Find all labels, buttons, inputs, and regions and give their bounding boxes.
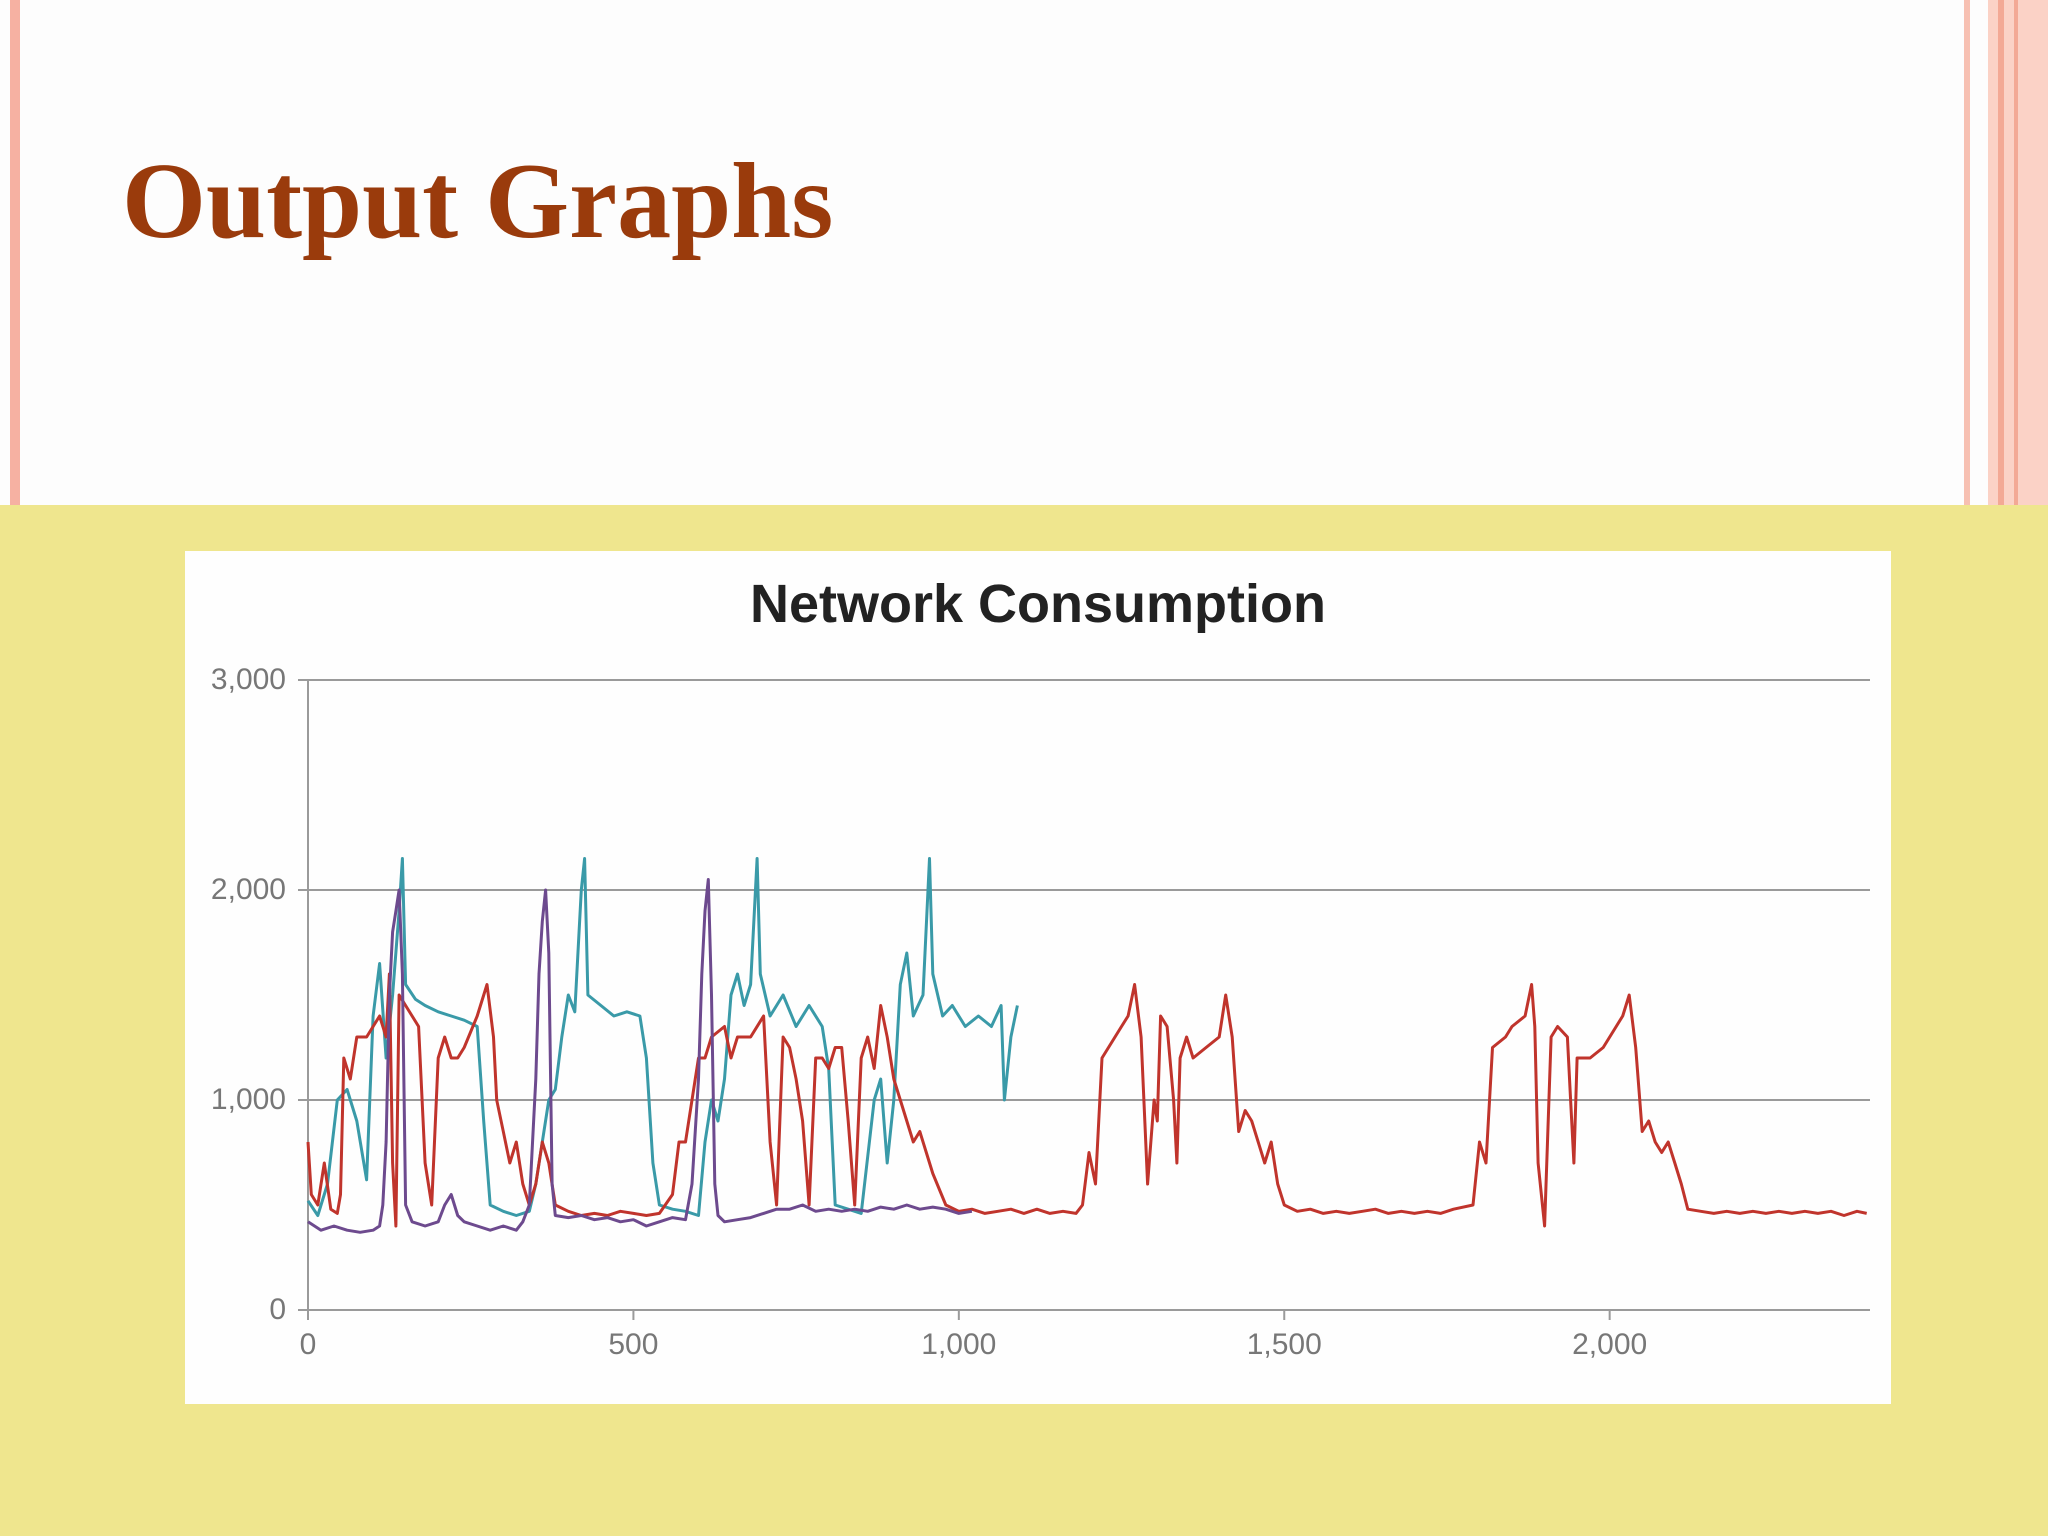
x-tick-label: 1,000 [921, 1328, 996, 1361]
slide-title: Output Graphs [122, 142, 834, 261]
series-layer [306, 857, 1868, 1234]
x-tick-label: 1,500 [1247, 1328, 1322, 1361]
y-tick-label: 1,000 [211, 1083, 286, 1116]
x-tick-label: 0 [300, 1328, 317, 1361]
left-border-decoration [0, 0, 24, 505]
x-tick-label: 2,000 [1572, 1328, 1647, 1361]
slide-header-area: Output Graphs [0, 0, 2048, 505]
y-tick-label: 3,000 [211, 663, 286, 696]
chart-panel: Network Consumption 0 1,000 2,000 3,000 0 500… [185, 551, 1891, 1404]
series-line-1 [306, 857, 1019, 1217]
network-consumption-chart: Network Consumption 0 1,000 2,000 3,000 0 500… [211, 574, 1870, 1361]
series-line-3 [307, 878, 973, 1234]
right-border-decoration [1958, 0, 2048, 505]
x-tick-label: 500 [608, 1328, 658, 1361]
y-tick-label: 2,000 [211, 873, 286, 906]
chart-title: Network Consumption [750, 574, 1326, 634]
series-line-2 [306, 972, 1868, 1228]
grid-layer [308, 679, 1870, 1101]
y-tick-label: 0 [269, 1293, 286, 1326]
axis-layer: 0 1,000 2,000 3,000 0 500 1,000 1,500 2,000 [211, 663, 1870, 1361]
